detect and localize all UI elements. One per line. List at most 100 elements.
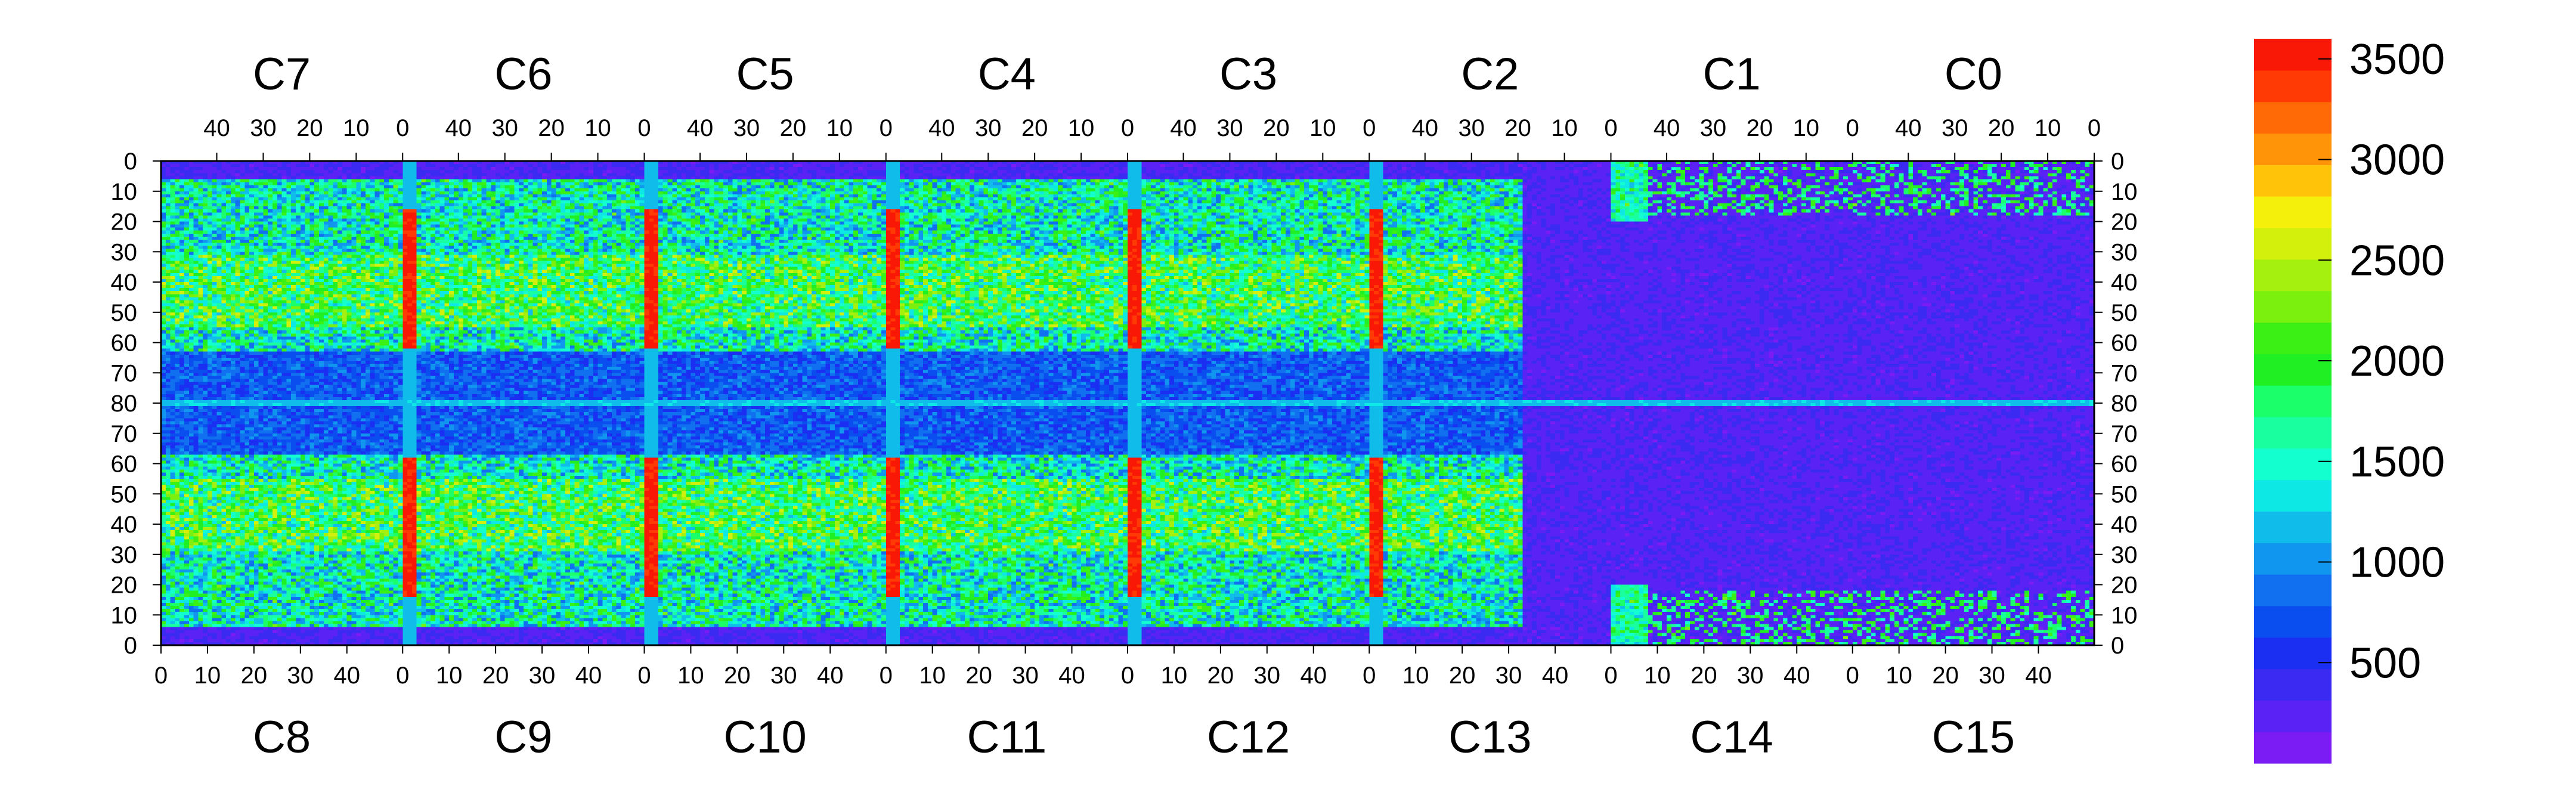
bottom-tick-label: 10 [919, 662, 946, 689]
bottom-tick-label: 30 [1737, 662, 1764, 689]
bottom-tick-label: 20 [1932, 662, 1959, 689]
top-tick-label: 0 [396, 115, 409, 141]
left-tick-label: 70 [111, 360, 138, 386]
right-tick-label: 40 [2111, 512, 2138, 538]
bottom-tick-label: 10 [1885, 662, 1912, 689]
bottom-tick-label: 20 [241, 662, 268, 689]
bottom-chip-label: C13 [1448, 712, 1531, 763]
left-tick-label: 0 [124, 148, 137, 175]
colorbar-segment [2254, 227, 2332, 260]
top-tick-label: 20 [538, 115, 565, 141]
top-chip-label: C6 [494, 49, 552, 100]
right-tick-label: 40 [2111, 270, 2138, 296]
left-tick-label: 0 [124, 633, 137, 659]
bottom-tick-label: 20 [482, 662, 509, 689]
colorbar-segment [2254, 416, 2332, 449]
top-tick-label: 30 [250, 115, 277, 141]
bottom-tick-label: 10 [1161, 662, 1188, 689]
right-tick-label: 70 [2111, 421, 2138, 447]
bottom-tick-label: 40 [333, 662, 360, 689]
top-tick-label: 30 [491, 115, 518, 141]
colorbar-segment [2254, 39, 2332, 71]
top-tick-label: 10 [2035, 115, 2061, 141]
left-tick-label: 50 [111, 481, 138, 507]
right-tick-label: 50 [2111, 481, 2138, 507]
bottom-tick-label: 40 [817, 662, 844, 689]
top-tick-label: 0 [2088, 115, 2101, 141]
bottom-tick-label: 10 [1644, 662, 1671, 689]
left-tick-label: 80 [111, 391, 138, 417]
colorbar-segment [2254, 133, 2332, 165]
colorbar-segment [2254, 101, 2332, 134]
bottom-chip-label: C14 [1690, 712, 1773, 763]
top-tick-label: 10 [826, 115, 853, 141]
left-tick-label: 70 [111, 421, 138, 447]
bottom-tick-label: 10 [677, 662, 704, 689]
right-tick-label: 30 [2111, 239, 2138, 265]
top-chip-labels: C7 C6 C5 C4 C3 C2 C1 C0 [253, 49, 2002, 100]
top-tick-label: 20 [1747, 115, 1773, 141]
colorbar-labels: 500 1000 1500 2000 2500 3000 3500 [2349, 36, 2445, 688]
right-tick-label: 10 [2111, 602, 2138, 628]
bottom-tick-label: 20 [1690, 662, 1717, 689]
colorbar-segment [2254, 543, 2332, 575]
bottom-chip-label: C10 [723, 712, 806, 763]
top-tick-label: 10 [584, 115, 611, 141]
top-chip-label: C2 [1461, 49, 1519, 100]
left-axis-ticks: 0 10 20 30 40 50 60 70 80 70 60 50 40 30 20 10 0 [111, 148, 161, 659]
left-tick-label: 40 [111, 512, 138, 538]
top-tick-label: 0 [1846, 115, 1859, 141]
top-tick-label: 40 [203, 115, 230, 141]
bottom-chip-label: C12 [1207, 712, 1290, 763]
bottom-chip-label: C15 [1932, 712, 2015, 763]
top-chip-label: C0 [1945, 49, 2002, 100]
left-tick-label: 40 [111, 270, 138, 296]
bottom-tick-label: 30 [1979, 662, 2005, 689]
bottom-tick-label: 0 [637, 662, 651, 689]
right-tick-label: 0 [2111, 148, 2124, 175]
bottom-tick-label: 20 [724, 662, 751, 689]
colorbar-segment [2254, 165, 2332, 197]
bottom-tick-label: 0 [1604, 662, 1617, 689]
colorbar-segment [2254, 322, 2332, 354]
top-tick-label: 20 [296, 115, 323, 141]
top-tick-label: 20 [1021, 115, 1048, 141]
left-tick-label: 20 [111, 209, 138, 236]
right-tick-label: 70 [2111, 360, 2138, 386]
colorbar-segment [2254, 668, 2332, 701]
colorbar-segment [2254, 290, 2332, 323]
top-tick-label: 30 [1458, 115, 1485, 141]
right-tick-label: 20 [2111, 209, 2138, 236]
top-tick-label: 10 [1551, 115, 1578, 141]
left-tick-label: 10 [111, 602, 138, 628]
right-tick-label: 60 [2111, 451, 2138, 478]
top-tick-label: 10 [343, 115, 370, 141]
bottom-tick-label: 30 [1012, 662, 1039, 689]
top-tick-label: 10 [1068, 115, 1095, 141]
bottom-tick-label: 30 [529, 662, 556, 689]
bottom-tick-label: 20 [1449, 662, 1476, 689]
plot-frame [160, 160, 2095, 646]
top-tick-label: 40 [1654, 115, 1680, 141]
top-tick-label: 40 [928, 115, 955, 141]
bottom-axis-ticks: 0 10 20 30 40 0 10 20 30 40 0 10 20 30 40 0 10 20 30 40 0 10 2… [154, 645, 2052, 689]
top-tick-label: 40 [1170, 115, 1197, 141]
top-tick-label: 20 [1504, 115, 1531, 141]
top-tick-label: 20 [1263, 115, 1290, 141]
right-axis-ticks: 0 10 20 30 40 50 60 70 80 70 60 50 40 30 20 10 0 [2094, 148, 2138, 659]
top-tick-label: 30 [975, 115, 1002, 141]
colorbar-segment [2254, 259, 2332, 292]
bottom-chip-label: C8 [253, 712, 311, 763]
bottom-tick-label: 40 [575, 662, 602, 689]
left-tick-label: 30 [111, 542, 138, 568]
left-tick-label: 60 [111, 330, 138, 357]
bottom-tick-label: 10 [194, 662, 221, 689]
right-tick-label: 30 [2111, 542, 2138, 568]
top-tick-label: 30 [1700, 115, 1727, 141]
top-chip-label: C5 [736, 49, 794, 100]
top-tick-label: 0 [1121, 115, 1134, 141]
top-axis-ticks: 40 30 20 10 0 40 30 20 10 0 40 30 20 10 0 40 30 20 10 0 40 30… [203, 115, 2101, 161]
top-tick-label: 10 [1309, 115, 1336, 141]
bottom-tick-label: 30 [1496, 662, 1522, 689]
